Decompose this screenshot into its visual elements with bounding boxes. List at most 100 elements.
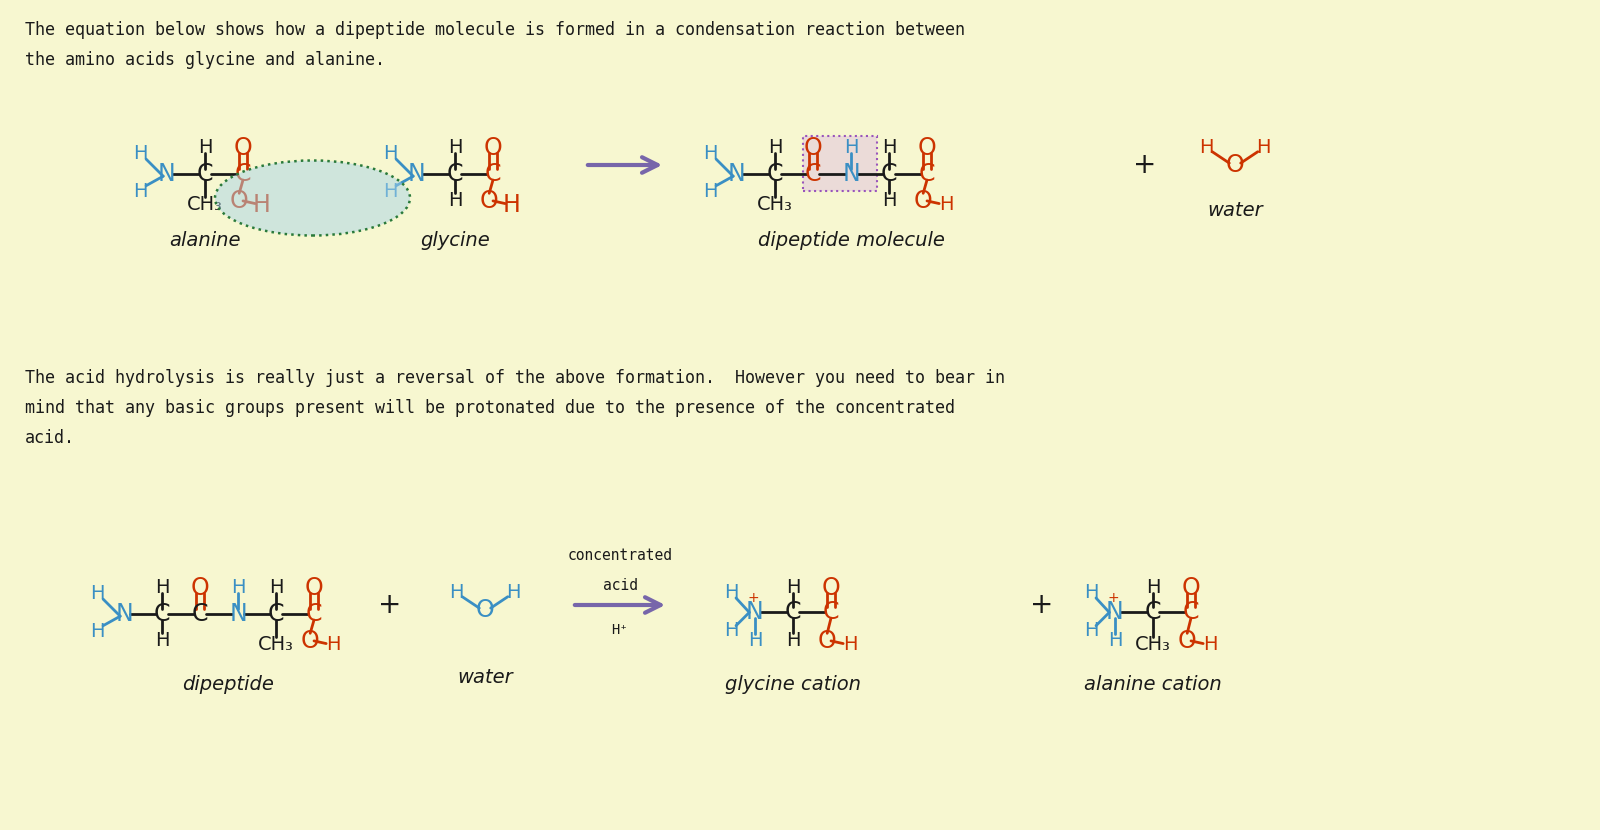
Text: C: C	[235, 163, 251, 186]
Text: O: O	[914, 189, 933, 213]
Text: H: H	[253, 193, 270, 217]
Text: C: C	[485, 163, 501, 186]
Text: C: C	[766, 163, 784, 186]
Text: H: H	[269, 579, 283, 598]
Text: C: C	[805, 163, 821, 186]
FancyArrowPatch shape	[574, 598, 661, 613]
Text: H: H	[768, 139, 782, 157]
Text: H: H	[90, 622, 104, 641]
Text: N: N	[842, 163, 859, 186]
Text: H: H	[725, 583, 739, 602]
Text: H: H	[450, 583, 464, 603]
Text: glycine: glycine	[421, 232, 490, 251]
Text: +: +	[1133, 151, 1157, 179]
Text: C: C	[197, 163, 213, 186]
Text: H: H	[90, 583, 104, 603]
Text: H: H	[506, 583, 520, 603]
Text: H: H	[382, 182, 398, 201]
Text: H: H	[702, 144, 718, 163]
Text: acid.: acid.	[26, 429, 75, 447]
Text: O: O	[483, 135, 502, 159]
Text: +: +	[1030, 591, 1054, 619]
Text: H: H	[1200, 139, 1214, 158]
Text: H: H	[502, 193, 522, 217]
Text: N: N	[229, 603, 246, 627]
Text: O: O	[475, 598, 494, 622]
Text: O: O	[1178, 629, 1197, 653]
Text: CH₃: CH₃	[187, 195, 222, 214]
Text: CH₃: CH₃	[258, 635, 294, 654]
Text: H: H	[326, 635, 341, 654]
Text: C: C	[1144, 600, 1162, 624]
Text: +: +	[1107, 591, 1118, 605]
Text: C: C	[192, 603, 208, 627]
Text: glycine cation: glycine cation	[725, 675, 861, 694]
Text: C: C	[918, 163, 936, 186]
Text: C: C	[880, 163, 898, 186]
Text: H: H	[155, 579, 170, 598]
FancyBboxPatch shape	[803, 136, 877, 192]
Text: H: H	[1085, 583, 1099, 602]
Text: O: O	[230, 189, 248, 213]
Text: water: water	[1206, 201, 1262, 220]
Text: H: H	[882, 192, 896, 210]
Text: H: H	[230, 579, 245, 598]
Text: H: H	[1256, 139, 1270, 158]
Text: O: O	[234, 135, 253, 159]
Text: N: N	[746, 600, 763, 624]
Text: H: H	[786, 579, 800, 598]
Text: N: N	[1106, 600, 1123, 624]
Text: mind that any basic groups present will be protonated due to the presence of the: mind that any basic groups present will …	[26, 399, 955, 417]
Text: H⁺: H⁺	[611, 623, 629, 637]
Text: H: H	[725, 621, 739, 640]
Text: C: C	[446, 163, 464, 186]
Text: H: H	[155, 632, 170, 651]
Text: H: H	[133, 182, 147, 201]
FancyArrowPatch shape	[587, 157, 658, 173]
Text: CH₃: CH₃	[757, 195, 794, 214]
Text: +: +	[378, 591, 402, 619]
Text: O: O	[803, 135, 822, 159]
Text: C: C	[306, 603, 322, 627]
Text: O: O	[190, 576, 210, 600]
Text: O: O	[301, 629, 320, 653]
Text: N: N	[728, 163, 746, 186]
Text: concentrated: concentrated	[568, 548, 672, 563]
Text: H: H	[843, 635, 858, 654]
Ellipse shape	[214, 160, 410, 236]
Text: O: O	[822, 576, 840, 600]
Text: CH₃: CH₃	[1134, 635, 1171, 654]
Text: N: N	[158, 163, 176, 186]
Text: H: H	[882, 139, 896, 157]
Text: C: C	[267, 603, 285, 627]
Text: the amino acids glycine and alanine.: the amino acids glycine and alanine.	[26, 51, 386, 69]
Text: H: H	[198, 139, 213, 157]
Text: acid: acid	[603, 578, 637, 593]
Text: H: H	[747, 632, 762, 651]
Text: The acid hydrolysis is really just a reversal of the above formation.  However y: The acid hydrolysis is really just a rev…	[26, 369, 1005, 387]
Text: H: H	[448, 139, 462, 157]
Text: N: N	[115, 603, 133, 627]
Text: O: O	[1226, 153, 1245, 177]
Text: H: H	[1107, 632, 1122, 651]
Text: H: H	[133, 144, 147, 163]
Text: H: H	[382, 144, 398, 163]
Text: N: N	[408, 163, 426, 186]
Text: H: H	[448, 192, 462, 210]
Text: C: C	[154, 603, 170, 627]
Text: O: O	[818, 629, 837, 653]
Text: H: H	[702, 182, 718, 201]
Text: O: O	[304, 576, 323, 600]
Text: The equation below shows how a dipeptide molecule is formed in a condensation re: The equation below shows how a dipeptide…	[26, 21, 965, 39]
Text: C: C	[822, 600, 840, 624]
Text: H: H	[939, 195, 954, 214]
Text: O: O	[918, 135, 936, 159]
Text: C: C	[784, 600, 802, 624]
Text: O: O	[1182, 576, 1200, 600]
Text: H: H	[843, 139, 858, 157]
Text: dipeptide molecule: dipeptide molecule	[757, 232, 944, 251]
Text: +: +	[747, 591, 758, 605]
Text: O: O	[480, 189, 499, 213]
Text: H: H	[1203, 635, 1218, 654]
Text: C: C	[1182, 600, 1200, 624]
